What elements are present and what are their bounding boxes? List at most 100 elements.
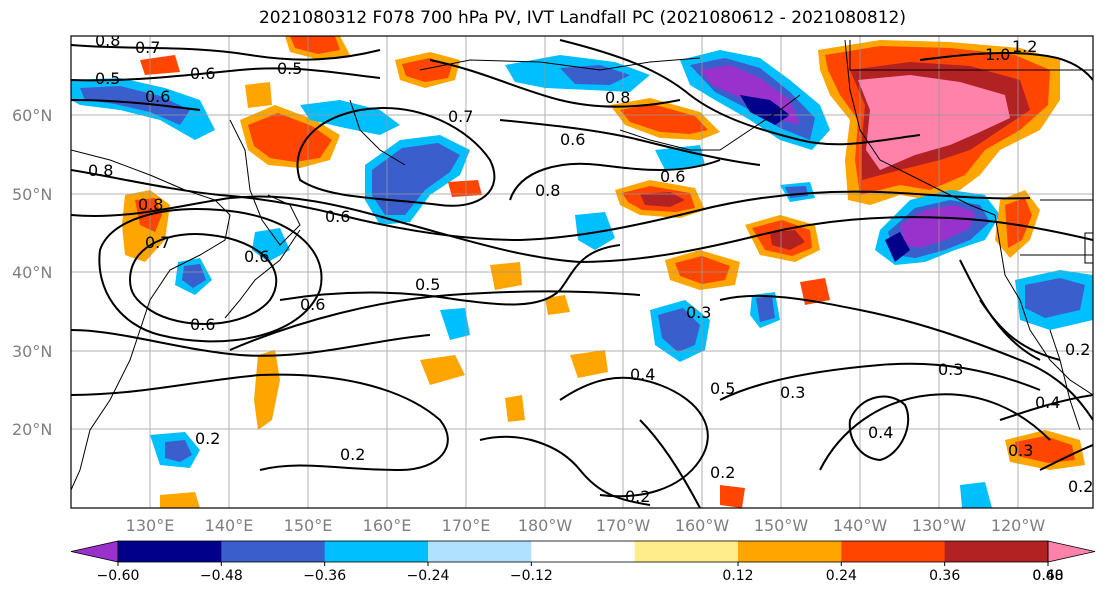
shade-positive bbox=[160, 492, 200, 508]
colorbar-tick-label: 0.24 bbox=[826, 568, 857, 584]
colorbar-extend-max bbox=[1047, 540, 1096, 563]
contour-label: 0.6 bbox=[660, 167, 685, 186]
shade-negative bbox=[182, 264, 206, 288]
contour-label: 0.4 bbox=[868, 423, 893, 442]
shade-negative bbox=[885, 232, 910, 262]
shade-positive bbox=[420, 355, 465, 385]
lon-label: 170°W bbox=[596, 516, 651, 535]
lat-label: 20°N bbox=[12, 420, 52, 439]
shade-negative bbox=[165, 440, 192, 462]
shade-positive bbox=[254, 350, 280, 430]
colorbar-segment bbox=[531, 541, 636, 562]
lat-label: 30°N bbox=[12, 342, 52, 361]
lon-label: 150°W bbox=[754, 516, 809, 535]
lon-label: 160°W bbox=[675, 516, 730, 535]
lat-label: 60°N bbox=[12, 106, 52, 125]
shade-negative bbox=[960, 482, 992, 508]
colorbar-tick-label: −0.12 bbox=[510, 568, 553, 584]
shade-positive bbox=[620, 104, 708, 134]
contour-label: 0.8 bbox=[88, 161, 113, 180]
map-gridlines bbox=[71, 36, 1093, 508]
contour-label: 0.4 bbox=[630, 365, 655, 384]
map-plot-area: 0.8 0.7 0.6 0.5 0.5 0.6 0.7 0.8 0.6 0.8 … bbox=[71, 31, 1093, 508]
shade-positive bbox=[402, 58, 452, 82]
lon-label: 130°E bbox=[126, 516, 175, 535]
contour-label: 0.6 bbox=[244, 247, 269, 266]
shade-negative bbox=[740, 95, 790, 125]
contour-label: 0.6 bbox=[325, 207, 350, 226]
contour-label: 0.3 bbox=[780, 383, 805, 402]
contour-label: 0.8 bbox=[605, 88, 630, 107]
shade-positive bbox=[570, 350, 608, 378]
contour-label: 0.2 bbox=[195, 429, 220, 448]
contour-label: 0.2 bbox=[1065, 340, 1090, 359]
map-title: 2021080312 F078 700 hPa PV, IVT Landfall… bbox=[258, 8, 906, 28]
shade-positive bbox=[505, 395, 525, 422]
contour-label: 0.6 bbox=[190, 64, 215, 83]
colorbar-tick-label: −0.60 bbox=[97, 568, 140, 584]
contour-label: 0.3 bbox=[686, 303, 711, 322]
contour-label: 1.2 bbox=[1012, 37, 1037, 56]
colorbar-tick-label: 0.12 bbox=[722, 568, 753, 584]
shade-positive bbox=[640, 192, 685, 207]
contour-label: 0.2 bbox=[710, 463, 735, 482]
contour-label: 0.5 bbox=[277, 59, 302, 78]
lat-label: 50°N bbox=[12, 185, 52, 204]
contour-label: 0.7 bbox=[135, 38, 160, 57]
shade-negative bbox=[756, 296, 775, 322]
shade-positive bbox=[770, 230, 805, 250]
colorbar-segment bbox=[738, 541, 842, 562]
lon-label: 180°W bbox=[518, 516, 573, 535]
colorbar-segment bbox=[841, 541, 946, 562]
shade-negative bbox=[372, 143, 460, 215]
contour-label: 0.7 bbox=[448, 107, 473, 126]
contour-label: 0.6 bbox=[145, 87, 170, 106]
contour-label: 0.8 bbox=[535, 181, 560, 200]
colorbar-segment bbox=[428, 541, 532, 562]
lon-label: 120°W bbox=[991, 516, 1046, 535]
shade-positive bbox=[290, 36, 340, 54]
shade-negative bbox=[575, 212, 615, 250]
shade-negative bbox=[1025, 278, 1085, 318]
contour-label: 0.5 bbox=[415, 275, 440, 294]
colorbar-segment bbox=[324, 541, 429, 562]
lon-label: 150°E bbox=[284, 516, 333, 535]
shade-positive bbox=[1015, 436, 1075, 463]
contour-label: 0.6 bbox=[560, 130, 585, 149]
pv-contours bbox=[71, 39, 1093, 508]
colorbar-tick-label: 0.36 bbox=[929, 568, 960, 584]
contour-label: 0.8 bbox=[95, 31, 120, 50]
lon-label: 130°W bbox=[912, 516, 967, 535]
contour-label: 0.2 bbox=[340, 445, 365, 464]
shade-negative bbox=[440, 308, 470, 340]
colorbar: −0.60 −0.48 −0.36 −0.24 −0.12 0.12 0.24 0.36 0.4… bbox=[70, 540, 1096, 584]
shade-positive bbox=[858, 75, 1010, 170]
shade-positive bbox=[245, 82, 272, 108]
colorbar-segment bbox=[944, 541, 1049, 562]
shade-negative bbox=[658, 308, 700, 352]
colorbar-tick-label: 0.48 bbox=[1032, 568, 1063, 584]
contour-label: 0.3 bbox=[1008, 441, 1033, 460]
colorbar-segment bbox=[118, 541, 222, 562]
shade-positive bbox=[248, 113, 332, 162]
contour-label: 0.3 bbox=[938, 360, 963, 379]
contour-label: 0.6 bbox=[300, 295, 325, 314]
shade-positive bbox=[800, 278, 830, 305]
contour-label: 1.0 bbox=[985, 45, 1010, 64]
colorbar-extend-min bbox=[70, 540, 119, 563]
contour-label: 0.7 bbox=[145, 233, 170, 252]
lon-label: 140°W bbox=[833, 516, 888, 535]
colorbar-tick-label: −0.24 bbox=[407, 568, 450, 584]
colorbar-segment bbox=[634, 541, 739, 562]
contour-label: 0.2 bbox=[1068, 477, 1093, 496]
lon-label: 140°E bbox=[205, 516, 254, 535]
colorbar-tick-label: 0.60 bbox=[1032, 568, 1063, 584]
shade-positive bbox=[545, 295, 570, 315]
colorbar-tick-label: −0.48 bbox=[200, 568, 243, 584]
longitude-labels: 130°E 140°E 150°E 160°E 170°E 180°W 170°… bbox=[126, 516, 1046, 535]
shade-positive bbox=[448, 180, 482, 197]
shade-positive bbox=[720, 485, 745, 508]
colorbar-tick-label: −0.36 bbox=[303, 568, 346, 584]
contour-label: 0.4 bbox=[1035, 393, 1060, 412]
